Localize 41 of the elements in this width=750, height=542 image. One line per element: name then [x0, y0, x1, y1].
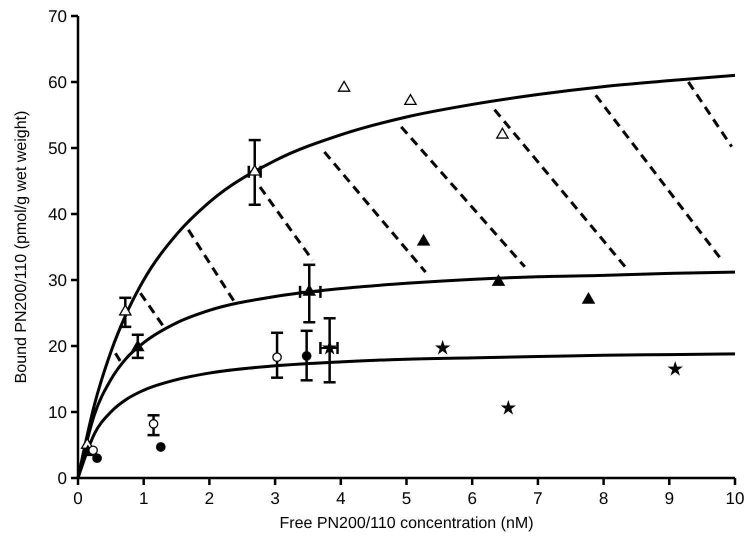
- x-tick-label: 4: [336, 489, 346, 508]
- point: [148, 419, 158, 429]
- x-tick-label: 6: [467, 489, 477, 508]
- point: [582, 292, 595, 304]
- y-tick-label: 40: [48, 204, 67, 224]
- point: [272, 352, 282, 362]
- point: [502, 401, 515, 414]
- point: [132, 340, 144, 352]
- y-tick-label: 70: [48, 6, 67, 26]
- y-tick-label: 20: [48, 336, 67, 356]
- x-tick-label: 1: [138, 489, 148, 508]
- x-tick-label: 10: [726, 489, 744, 508]
- x-tick-label: 8: [598, 489, 608, 508]
- x-tick-label: 5: [402, 489, 412, 508]
- point: [338, 80, 350, 92]
- point: [92, 453, 102, 464]
- point: [404, 94, 417, 106]
- y-axis-title: Bound PN200/110 (pmol/g wet weight): [13, 110, 30, 384]
- point: [496, 128, 509, 139]
- point: [248, 164, 262, 176]
- point: [436, 341, 449, 354]
- y-tick-label: 60: [48, 72, 67, 92]
- point: [302, 284, 316, 296]
- x-tick-label: 3: [270, 489, 280, 508]
- point: [668, 362, 682, 375]
- y-tick-label: 0: [58, 468, 67, 488]
- point: [417, 234, 430, 246]
- point: [119, 304, 132, 316]
- x-tick-label: 7: [533, 489, 543, 508]
- point: [323, 341, 336, 354]
- x-axis-title: Free PN200/110 concentration (nM): [279, 515, 534, 532]
- y-tick-label: 50: [48, 138, 67, 158]
- x-tick-label: 9: [664, 489, 674, 508]
- y-tick-label: 10: [48, 402, 67, 422]
- point: [492, 274, 505, 286]
- x-tick-label: 2: [204, 489, 214, 508]
- point: [302, 351, 312, 361]
- point: [88, 445, 98, 456]
- y-tick-label: 30: [48, 270, 67, 290]
- point: [156, 442, 166, 452]
- x-tick-label: 0: [73, 489, 83, 508]
